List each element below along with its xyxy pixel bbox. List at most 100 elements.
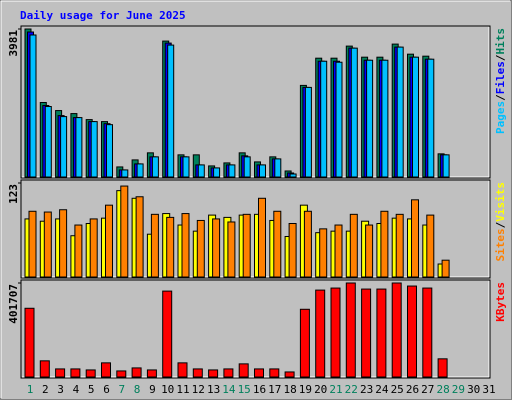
y-tick-label: 401707 bbox=[7, 284, 20, 324]
bar bbox=[288, 223, 297, 278]
legend-entry: KBytes bbox=[494, 282, 507, 322]
bar bbox=[60, 116, 68, 178]
legend-entry: Sites bbox=[494, 228, 507, 261]
bar bbox=[315, 289, 326, 378]
bar bbox=[269, 368, 280, 378]
x-tick-label: 15 bbox=[238, 383, 251, 396]
bar bbox=[131, 367, 142, 378]
bar bbox=[376, 288, 387, 378]
x-tick-label: 30 bbox=[467, 383, 480, 396]
bar bbox=[289, 173, 297, 178]
x-tick-label: 11 bbox=[176, 383, 189, 396]
x-tick-label: 21 bbox=[329, 383, 342, 396]
bar bbox=[426, 214, 435, 278]
bar bbox=[258, 197, 266, 278]
legend-entry: Files bbox=[494, 61, 507, 94]
x-tick-label: 8 bbox=[134, 383, 141, 396]
x-tick-label: 27 bbox=[421, 383, 434, 396]
bar bbox=[274, 158, 282, 178]
x-tick-label: 12 bbox=[192, 383, 205, 396]
bar bbox=[182, 156, 190, 178]
bar bbox=[85, 369, 96, 378]
bar bbox=[89, 218, 98, 278]
bar bbox=[284, 371, 295, 378]
bar bbox=[254, 368, 264, 378]
bar bbox=[334, 224, 343, 278]
bar bbox=[391, 282, 402, 378]
legend: Sites/Visits bbox=[494, 182, 507, 262]
bar bbox=[299, 308, 310, 378]
bar bbox=[227, 221, 236, 278]
bar bbox=[345, 282, 356, 378]
legend: KBytes bbox=[494, 282, 507, 322]
bar bbox=[238, 363, 249, 378]
bar bbox=[441, 259, 450, 278]
bar bbox=[243, 156, 251, 178]
bar bbox=[442, 154, 450, 178]
chart-title: Daily usage for June 2025 bbox=[20, 9, 186, 22]
x-tick-label: 20 bbox=[314, 383, 327, 396]
bar bbox=[223, 368, 234, 378]
bar bbox=[366, 59, 374, 178]
x-tick-label: 4 bbox=[73, 383, 80, 396]
x-tick-label: 6 bbox=[103, 383, 110, 396]
x-tick-label: 26 bbox=[406, 383, 419, 396]
bar bbox=[422, 287, 433, 378]
bar bbox=[350, 47, 358, 178]
bar bbox=[381, 59, 389, 178]
bar bbox=[259, 164, 266, 178]
legend-separator: / bbox=[494, 54, 507, 61]
x-tick-label: 28 bbox=[436, 383, 449, 396]
bar bbox=[411, 199, 419, 278]
bar bbox=[335, 61, 343, 178]
bar bbox=[228, 164, 236, 178]
legend-entry: Visits bbox=[494, 182, 507, 222]
bar bbox=[242, 213, 251, 278]
bar bbox=[75, 117, 83, 178]
bar bbox=[146, 369, 157, 378]
legend-entry: Hits bbox=[494, 28, 507, 55]
bar bbox=[330, 287, 341, 378]
bar bbox=[105, 204, 113, 278]
x-tick-label: 16 bbox=[253, 383, 266, 396]
bar bbox=[303, 210, 312, 278]
bar bbox=[437, 358, 448, 378]
x-tick-label: 19 bbox=[299, 383, 312, 396]
panel bbox=[20, 279, 491, 379]
x-tick-label: 14 bbox=[222, 383, 236, 396]
x-tick-label: 23 bbox=[360, 383, 373, 396]
bar bbox=[197, 164, 205, 178]
bar bbox=[29, 34, 37, 178]
bar bbox=[407, 285, 417, 378]
bar bbox=[28, 210, 37, 278]
bar bbox=[39, 360, 50, 378]
bar bbox=[349, 213, 358, 278]
bar bbox=[101, 362, 111, 378]
legend: Pages/Files/Hits bbox=[494, 28, 507, 134]
bar bbox=[136, 163, 144, 178]
bar bbox=[396, 46, 404, 178]
y-tick-label: 3981 bbox=[7, 30, 20, 57]
bar bbox=[361, 288, 372, 378]
bar bbox=[208, 369, 219, 378]
bar bbox=[427, 58, 435, 178]
bar bbox=[44, 106, 52, 178]
bar bbox=[304, 86, 312, 178]
bar bbox=[196, 219, 205, 278]
bar bbox=[135, 196, 144, 278]
x-tick-label: 17 bbox=[268, 383, 281, 396]
x-tick-label: 18 bbox=[283, 383, 296, 396]
bar bbox=[90, 121, 98, 178]
legend-separator: / bbox=[494, 94, 507, 101]
x-tick-label: 31 bbox=[482, 383, 495, 396]
bar bbox=[151, 156, 159, 178]
x-tick-label: 13 bbox=[207, 383, 220, 396]
x-tick-label: 3 bbox=[57, 383, 64, 396]
bar bbox=[162, 290, 173, 378]
bar bbox=[59, 209, 68, 278]
bar bbox=[192, 368, 203, 378]
bar bbox=[181, 213, 190, 278]
bar bbox=[273, 210, 282, 278]
legend-entry: Pages bbox=[494, 101, 507, 134]
